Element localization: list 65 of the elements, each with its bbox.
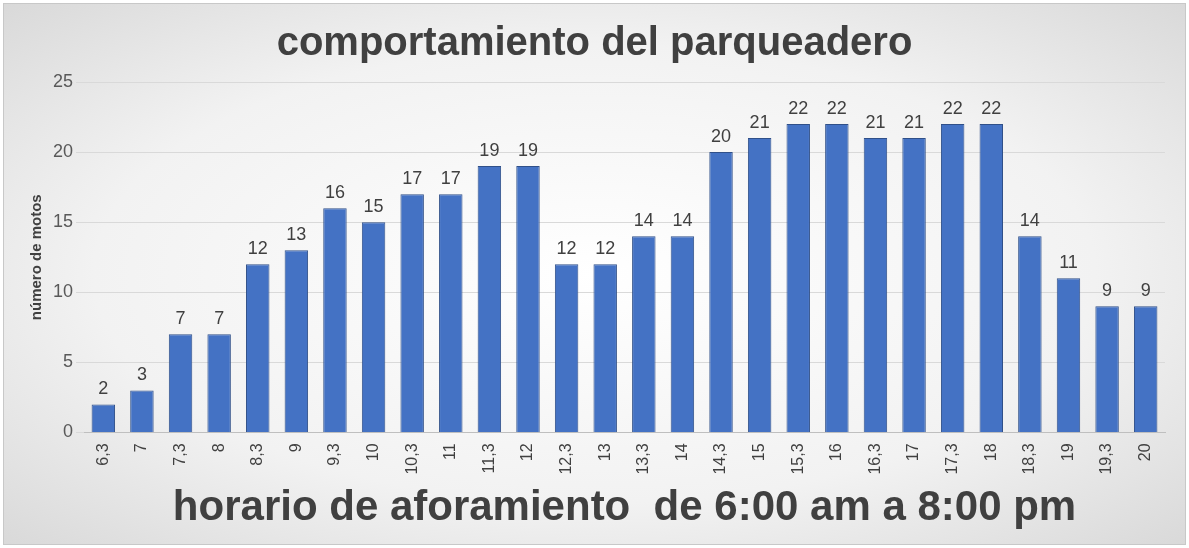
- data-label: 21: [865, 112, 886, 133]
- data-label: 11: [1059, 252, 1078, 273]
- x-tick-label: 19,3: [1097, 443, 1115, 475]
- x-tick-label: 10: [363, 443, 381, 462]
- data-label: 22: [788, 98, 809, 119]
- y-tick-label: 20: [52, 141, 74, 162]
- x-tick-label: 12: [518, 443, 536, 462]
- data-label: 21: [904, 112, 925, 133]
- data-label: 15: [363, 196, 384, 217]
- data-label: 12: [595, 238, 616, 259]
- x-tick-label: 16: [827, 443, 845, 462]
- data-label: 19: [479, 140, 500, 161]
- y-tick-label: 0: [63, 421, 74, 442]
- x-tick-label: 12,3: [557, 443, 575, 475]
- x-tick-label: 16,3: [865, 443, 883, 475]
- y-tick-label: 5: [63, 351, 74, 372]
- data-label: 9: [1140, 280, 1151, 301]
- x-tick-label: 8,3: [248, 443, 266, 466]
- x-tick-label: 15,3: [788, 443, 806, 475]
- x-tick-label: 14,3: [711, 443, 729, 475]
- y-tick-label: 15: [52, 211, 74, 232]
- data-label: 22: [981, 98, 1002, 119]
- x-tick-label: 7,3: [170, 443, 188, 466]
- x-tick-label: 7: [132, 443, 150, 453]
- y-tick-label: 10: [52, 281, 74, 302]
- x-tick-label: 20: [1136, 443, 1154, 462]
- x-axis-title: horario de aforamiento de 6:00 am a 8:00 pm: [172, 482, 1077, 530]
- data-label: 7: [214, 308, 225, 329]
- data-label: 9: [1102, 280, 1113, 301]
- x-tick-label: 9,3: [325, 443, 343, 466]
- x-tick-label: 18,3: [1020, 443, 1038, 475]
- x-tick-label: 13: [595, 443, 613, 462]
- data-label: 2: [98, 378, 109, 399]
- x-tick-label: 8: [209, 443, 227, 453]
- x-tick-label: 15: [750, 443, 768, 462]
- data-label: 14: [672, 210, 693, 231]
- data-label: 7: [175, 308, 186, 329]
- x-tick-label: 11: [441, 443, 459, 461]
- data-label: 14: [633, 210, 654, 231]
- x-tick-label: 14: [672, 443, 690, 462]
- data-label: 17: [402, 168, 423, 189]
- data-label: 12: [247, 238, 268, 259]
- x-tick-label: 17,3: [943, 443, 961, 475]
- data-label: 22: [942, 98, 963, 119]
- y-tick-label: 25: [52, 70, 74, 91]
- data-label: 20: [711, 126, 732, 147]
- data-label: 16: [324, 182, 345, 203]
- x-tick-label: 18: [981, 443, 999, 462]
- data-label: 3: [136, 364, 147, 385]
- data-label: 22: [826, 98, 847, 119]
- x-tick-label: 10,3: [402, 443, 420, 475]
- data-label: 12: [556, 238, 577, 259]
- x-tick-label: 11,3: [479, 443, 497, 474]
- x-tick-label: 13,3: [634, 443, 652, 475]
- chart-title: comportamiento del parqueadero: [276, 19, 913, 64]
- x-tick-label: 19: [1058, 443, 1076, 462]
- data-label: 17: [440, 168, 461, 189]
- y-axis-title: número de motos: [27, 194, 45, 321]
- x-tick-label: 9: [286, 443, 304, 453]
- data-label: 13: [286, 224, 307, 245]
- data-label: 19: [517, 140, 539, 161]
- x-tick-label: 17: [904, 443, 922, 462]
- x-tick-label: 6,3: [93, 443, 111, 466]
- data-label: 14: [1019, 210, 1040, 231]
- data-label: 21: [749, 112, 770, 133]
